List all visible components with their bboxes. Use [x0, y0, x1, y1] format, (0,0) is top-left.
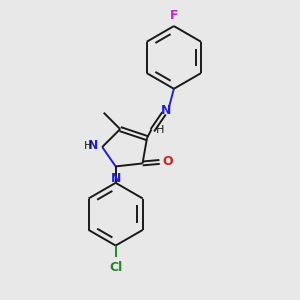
Text: H: H: [156, 125, 164, 135]
Text: H: H: [84, 140, 92, 151]
Text: N: N: [88, 139, 99, 152]
Text: F: F: [169, 10, 178, 22]
Text: O: O: [162, 155, 173, 168]
Text: N: N: [111, 172, 122, 185]
Text: N: N: [161, 104, 172, 117]
Text: Cl: Cl: [109, 261, 122, 274]
